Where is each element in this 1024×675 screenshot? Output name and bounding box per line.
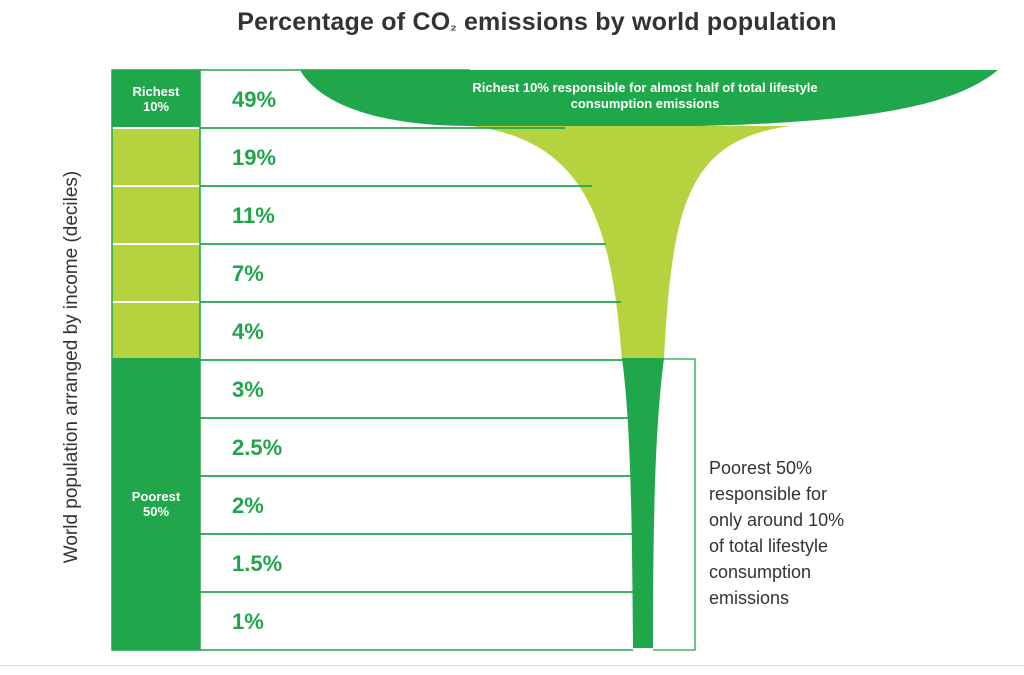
- funnel-middle-shape: [470, 126, 790, 360]
- richest-band-label: Richest 10%: [133, 84, 181, 114]
- value-label: 1%: [232, 609, 264, 634]
- poorest-band-label: Poorest 50%: [132, 489, 181, 519]
- row-divider: [200, 591, 633, 651]
- richest-annotation: Richest 10% responsible for almost half …: [472, 80, 817, 111]
- funnel-poorest-stem: [622, 358, 664, 648]
- value-label: 11%: [232, 203, 275, 228]
- value-label: 49%: [232, 87, 276, 112]
- value-label: 2.5%: [232, 435, 282, 460]
- value-label: 4%: [232, 319, 264, 344]
- row-divider: [200, 475, 633, 535]
- row-divider: [200, 301, 630, 361]
- value-label: 2%: [232, 493, 264, 518]
- richest-band: [112, 70, 200, 128]
- value-label: 3%: [232, 377, 264, 402]
- poorest-band: [112, 358, 200, 650]
- bottom-divider: [0, 665, 1024, 666]
- value-label: 7%: [232, 261, 264, 286]
- poorest-bracket: [653, 358, 696, 651]
- poorest-annotation: Poorest 50% responsible for only around 10…: [709, 458, 844, 608]
- value-label: 19%: [232, 145, 276, 170]
- chart-title: Percentage of CO₂ emissions by world pop…: [237, 8, 837, 36]
- row-divider: [200, 359, 630, 419]
- value-label: 1.5%: [232, 551, 282, 576]
- funnel-richest-shape: [300, 70, 998, 126]
